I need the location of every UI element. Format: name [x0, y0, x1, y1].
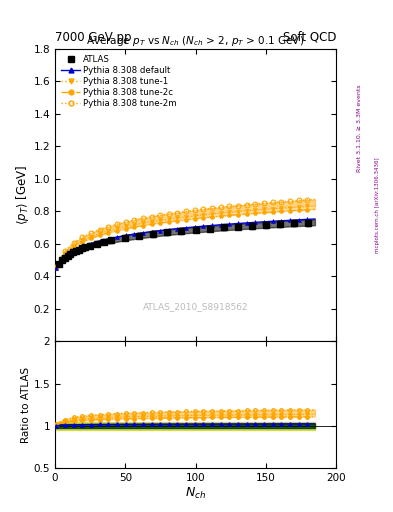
Text: Rivet 3.1.10, ≥ 3.3M events: Rivet 3.1.10, ≥ 3.3M events [357, 84, 362, 172]
Text: 7000 GeV pp: 7000 GeV pp [55, 31, 132, 44]
Text: mcplots.cern.ch [arXiv:1306.3436]: mcplots.cern.ch [arXiv:1306.3436] [375, 157, 380, 252]
Text: Soft QCD: Soft QCD [283, 31, 336, 44]
Text: ATLAS_2010_S8918562: ATLAS_2010_S8918562 [143, 302, 248, 311]
Legend: ATLAS, Pythia 8.308 default, Pythia 8.308 tune-1, Pythia 8.308 tune-2c, Pythia 8: ATLAS, Pythia 8.308 default, Pythia 8.30… [59, 52, 180, 111]
X-axis label: $N_{ch}$: $N_{ch}$ [185, 486, 206, 501]
Y-axis label: $\langle p_T \rangle$ [GeV]: $\langle p_T \rangle$ [GeV] [14, 165, 31, 225]
Title: Average $p_T$ vs $N_{ch}$ ($N_{ch}$ > 2, $p_T$ > 0.1 GeV): Average $p_T$ vs $N_{ch}$ ($N_{ch}$ > 2,… [86, 34, 305, 49]
Y-axis label: Ratio to ATLAS: Ratio to ATLAS [21, 367, 31, 443]
